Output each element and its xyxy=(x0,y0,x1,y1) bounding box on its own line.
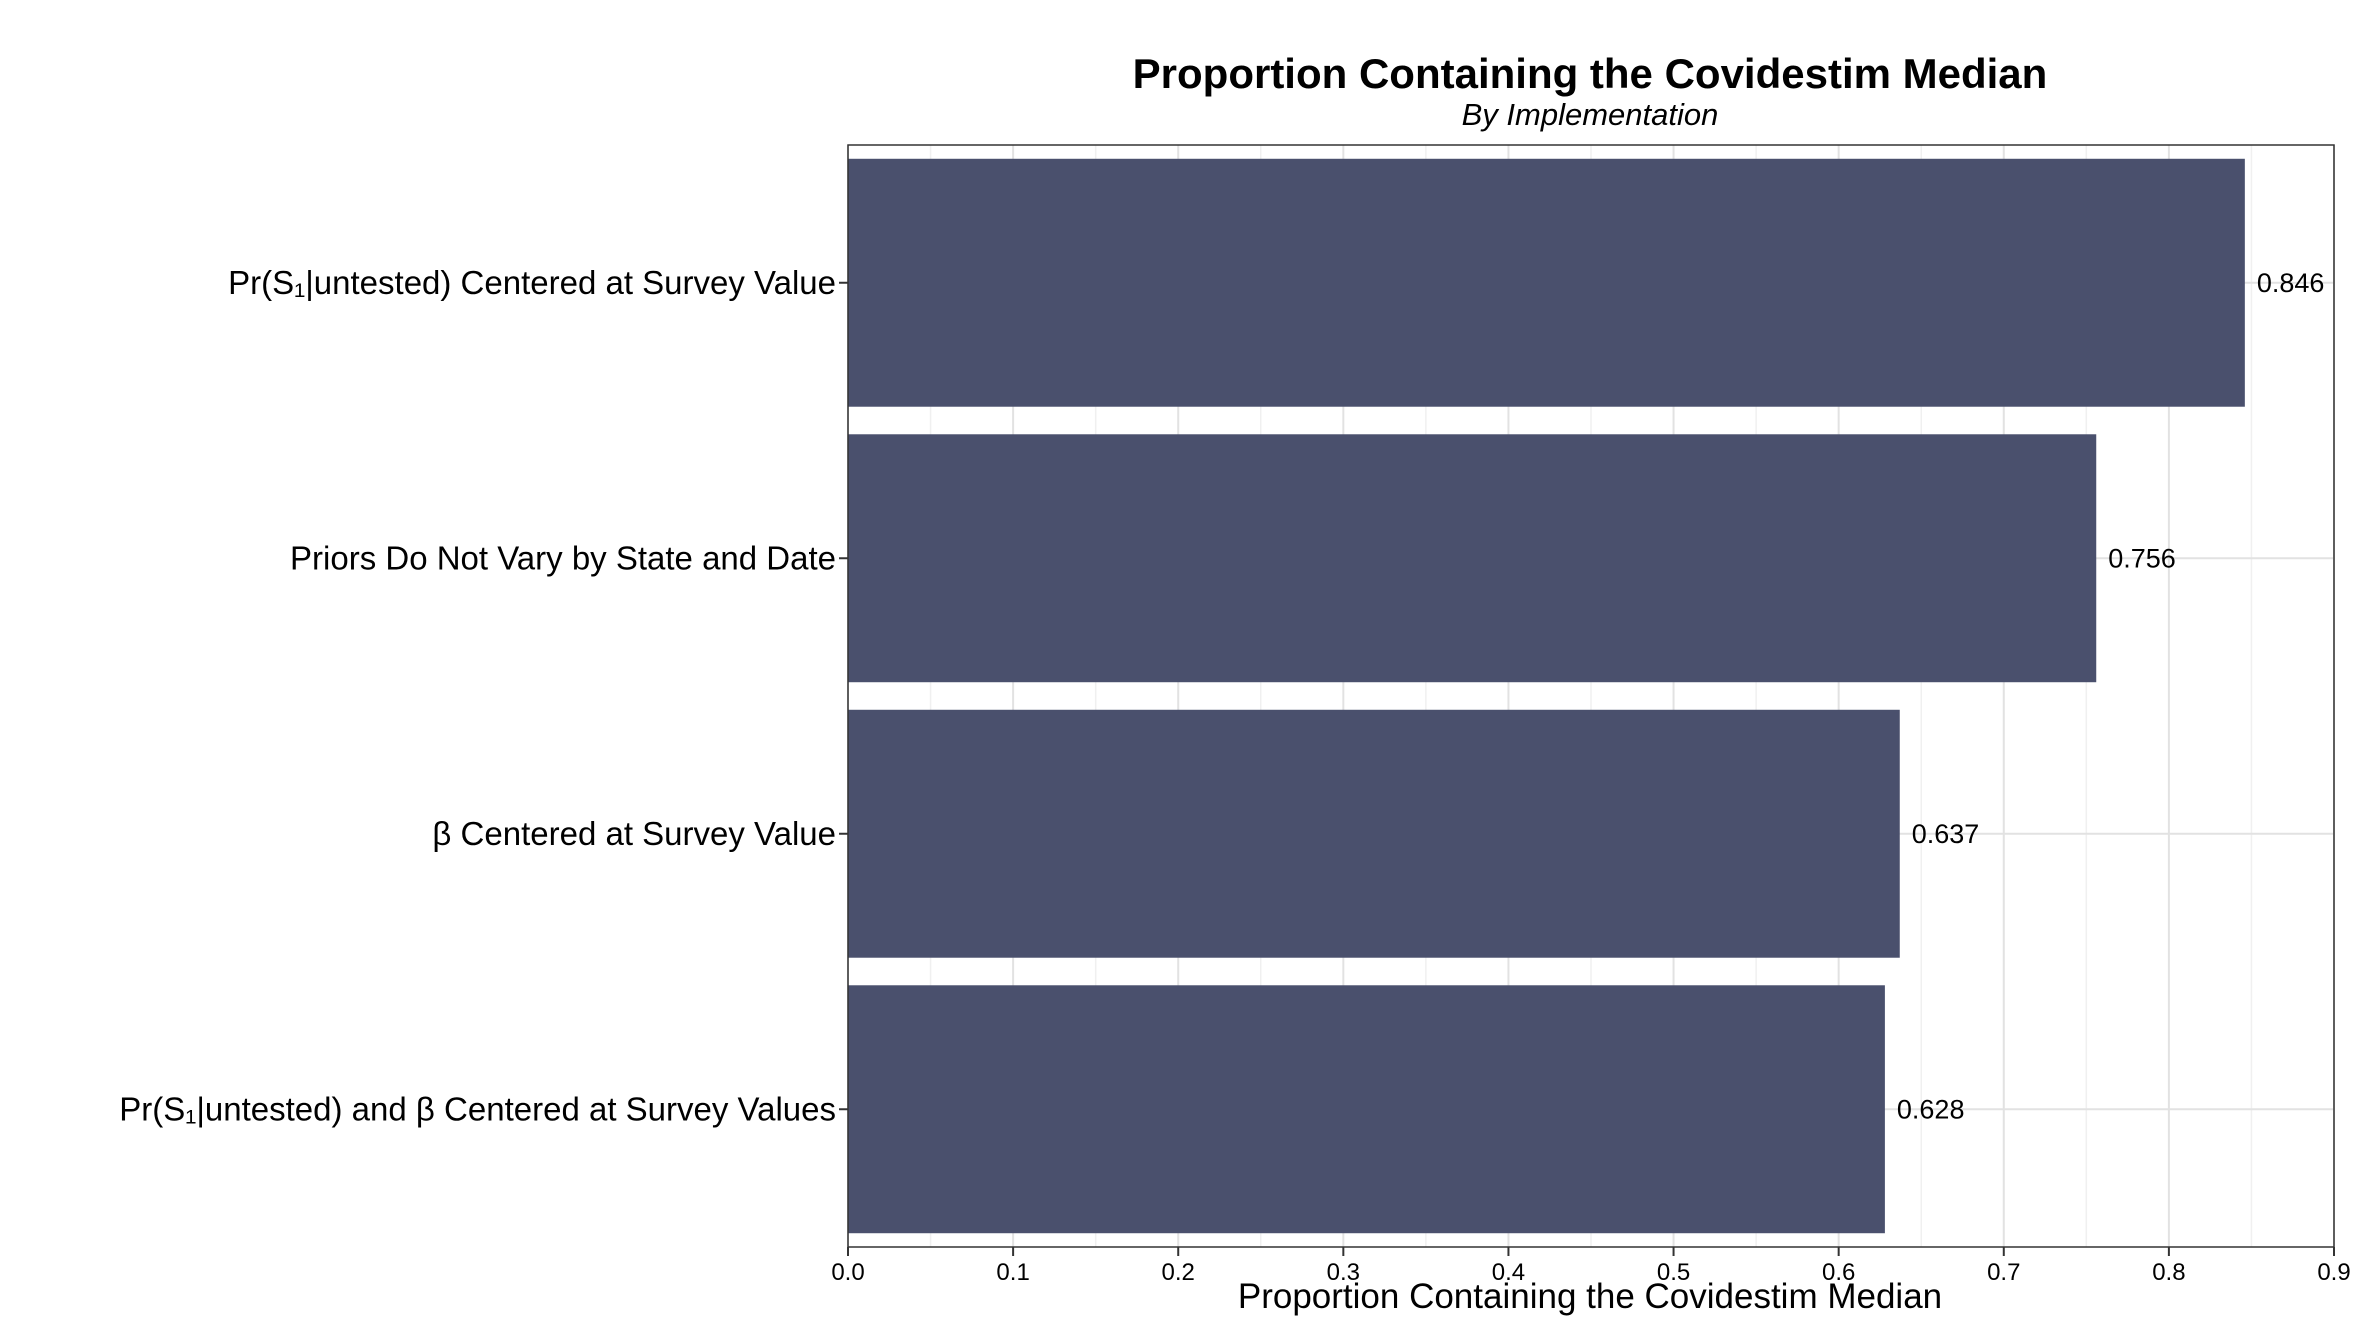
bar-value-label: 0.846 xyxy=(2257,268,2325,298)
bar xyxy=(848,434,2097,683)
x-tick-label: 0.1 xyxy=(996,1259,1029,1286)
bar xyxy=(848,709,1900,958)
bar-value-label: 0.628 xyxy=(1897,1094,1965,1124)
x-tick-label: 0.7 xyxy=(1987,1259,2020,1286)
x-tick-label: 0.4 xyxy=(1492,1259,1525,1286)
x-axis-title: Proportion Containing the Covidestim Med… xyxy=(1238,1277,1942,1316)
category-labels: Pr(S₁|untested) Centered at Survey Value… xyxy=(119,264,836,1128)
category-label: β Centered at Survey Value xyxy=(432,815,836,852)
plot-panel-border xyxy=(847,144,2335,1248)
x-tick-label: 0.5 xyxy=(1657,1259,1690,1286)
y-axis-ticks xyxy=(839,281,848,1111)
x-tick-label: 0.9 xyxy=(2317,1259,2350,1286)
category-label: Priors Do Not Vary by State and Date xyxy=(290,539,836,576)
x-tick-label: 0.8 xyxy=(2152,1259,2185,1286)
chart-title: Proportion Containing the Covidestim Med… xyxy=(1133,50,2048,97)
x-tick-label: 0.0 xyxy=(831,1259,864,1286)
bar xyxy=(848,158,2245,407)
category-label: Pr(S₁|untested) Centered at Survey Value xyxy=(228,264,836,301)
x-tick-label: 0.3 xyxy=(1327,1259,1360,1286)
bars xyxy=(848,158,2245,1234)
bar-value-label: 0.756 xyxy=(2108,543,2176,573)
x-tick-label: 0.6 xyxy=(1822,1259,1855,1286)
x-axis: 0.0 0.1 0.2 0.3 0.4 0.5 0.6 0.7 0.8 0.9 xyxy=(831,1247,2351,1286)
value-labels: 0.846 0.756 0.637 0.628 xyxy=(1897,268,2325,1125)
bar xyxy=(848,985,1885,1234)
category-label: Pr(S₁|untested) and β Centered at Survey… xyxy=(119,1090,836,1127)
bar-value-label: 0.637 xyxy=(1912,819,1980,849)
x-tick-label: 0.2 xyxy=(1162,1259,1195,1286)
chart-subtitle: By Implementation xyxy=(1462,97,1719,132)
